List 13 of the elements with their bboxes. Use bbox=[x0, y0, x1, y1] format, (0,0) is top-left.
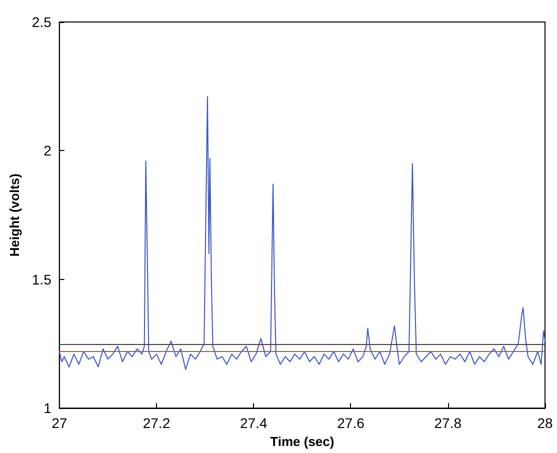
x-tick-label: 27.8 bbox=[434, 415, 462, 432]
x-tick-label: 27.4 bbox=[240, 415, 268, 432]
x-tick-label: 28 bbox=[537, 415, 553, 432]
x-tick-label: 27.6 bbox=[337, 415, 365, 432]
y-tick-label: 1 bbox=[44, 400, 52, 416]
y-tick-label: 2 bbox=[44, 142, 52, 159]
line-series bbox=[58, 96, 546, 370]
y-tick-label: 2.5 bbox=[32, 14, 52, 30]
x-axis-title: Time (sec) bbox=[270, 434, 334, 449]
y-tick-label: 1.5 bbox=[32, 271, 52, 288]
x-tick-label: 27 bbox=[52, 415, 68, 432]
y-axis-title: Height (volts) bbox=[7, 174, 22, 257]
x-tick-label: 27.2 bbox=[142, 415, 170, 432]
